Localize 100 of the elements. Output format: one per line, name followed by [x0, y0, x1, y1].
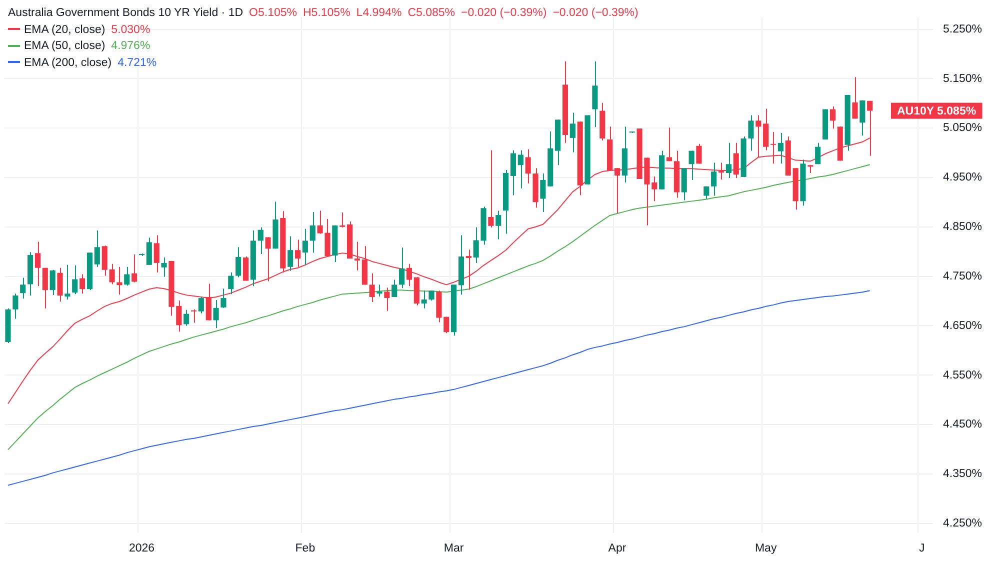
candlestick [421, 290, 427, 309]
candlestick [340, 212, 346, 228]
candlestick [384, 287, 390, 312]
x-tick-label: Feb [295, 542, 316, 554]
candlestick [64, 264, 70, 300]
chart-title: Australia Government Bonds 10 YR Yield · 1D [8, 7, 244, 19]
x-tick-label: May [754, 542, 777, 554]
y-tick-label: 4.450% [942, 418, 982, 431]
x-tick-label: J [918, 542, 925, 554]
candlestick [652, 176, 658, 202]
candlestick [860, 100, 866, 136]
candlestick [12, 293, 18, 320]
y-tick-label: 4.850% [942, 221, 982, 234]
candlestick [50, 269, 56, 296]
candlestick [570, 112, 576, 153]
candlestick [161, 257, 167, 278]
candlestick [666, 127, 672, 162]
candlestick [376, 284, 382, 298]
candlestick [265, 236, 271, 282]
annotation: O5.105% [249, 7, 297, 19]
candlestick [80, 274, 86, 294]
candlestick [392, 279, 398, 298]
candlestick [466, 249, 472, 290]
candlestick [288, 236, 294, 272]
annotation: 4.721% [118, 56, 157, 68]
y-tick-label: 4.750% [942, 270, 982, 282]
candlestick [510, 150, 516, 196]
legend-label: EMA (50, close) [24, 40, 106, 52]
candlestick [236, 246, 242, 278]
candlestick [132, 254, 138, 283]
candlestick [540, 173, 546, 213]
y-tick-label: 4.350% [942, 468, 982, 480]
candlestick [94, 230, 100, 268]
candlestick [726, 142, 732, 178]
candlestick [154, 234, 160, 273]
candlestick [190, 308, 197, 324]
candlestick [830, 106, 836, 130]
y-tick-label: 5.050% [942, 122, 982, 134]
candlestick [213, 300, 219, 329]
x-tick-label: Apr [608, 542, 626, 554]
candlestick [198, 296, 204, 314]
candlestick [696, 143, 702, 164]
y-tick-label: 4.950% [942, 172, 982, 184]
candlestick [592, 60, 598, 128]
candlestick [20, 277, 26, 300]
candlestick [242, 256, 249, 282]
y-tick-label: 4.550% [942, 369, 982, 382]
annotation: 4.976% [111, 40, 150, 52]
candlestick [206, 283, 212, 321]
candlestick [518, 150, 524, 189]
candlestick [310, 212, 316, 254]
candlestick [42, 267, 48, 309]
candlestick [428, 290, 434, 301]
annotation: −0.020 (−0.39%) [552, 7, 638, 19]
annotation: AU10Y 5.085% [896, 105, 976, 118]
candlestick [406, 263, 412, 287]
candlestick [398, 247, 405, 289]
candlestick [354, 241, 360, 271]
candlestick [228, 272, 234, 295]
candlestick [718, 162, 724, 180]
annotation: H5.105% [302, 7, 350, 19]
annotation: L4.994% [356, 7, 402, 19]
y-tick-label: 5.250% [942, 23, 982, 36]
candlestick [294, 239, 301, 268]
x-tick-label: 2026 [128, 542, 155, 554]
candlestick [444, 316, 450, 334]
y-tick-label: 4.250% [942, 517, 982, 530]
candlestick [220, 288, 226, 308]
candlestick [748, 114, 754, 152]
legend-label: EMA (200, close) [24, 56, 112, 68]
annotation: 5.030% [111, 24, 150, 36]
candlestick [369, 272, 375, 302]
annotation: C5.085% [408, 7, 456, 19]
candlestick [688, 150, 694, 180]
candlestick [496, 210, 502, 240]
candlestick [763, 108, 769, 151]
annotation: −0.020 (−0.39%) [461, 7, 547, 19]
candlestick [124, 266, 130, 286]
candlestick [176, 300, 182, 332]
candlestick [116, 266, 122, 296]
candlestick [258, 226, 264, 255]
legend-label: EMA (20, close) [24, 24, 106, 36]
x-tick-label: Mar [444, 542, 464, 554]
candlestick [34, 241, 41, 287]
candlestick [525, 148, 531, 184]
candlestick [146, 237, 152, 266]
y-tick-label: 4.650% [942, 320, 982, 332]
candlestick [184, 309, 190, 326]
candlestick [815, 142, 821, 165]
candlestick [57, 267, 63, 302]
candlestick [614, 168, 620, 214]
candlestick [72, 264, 78, 295]
candlestick [778, 132, 784, 164]
y-tick-label: 5.150% [942, 72, 982, 85]
candlestick [488, 150, 494, 228]
candlestick [711, 162, 717, 196]
candlestick [704, 186, 710, 200]
candlestick [302, 228, 308, 266]
candlestick [733, 142, 739, 178]
candlestick [852, 76, 858, 120]
